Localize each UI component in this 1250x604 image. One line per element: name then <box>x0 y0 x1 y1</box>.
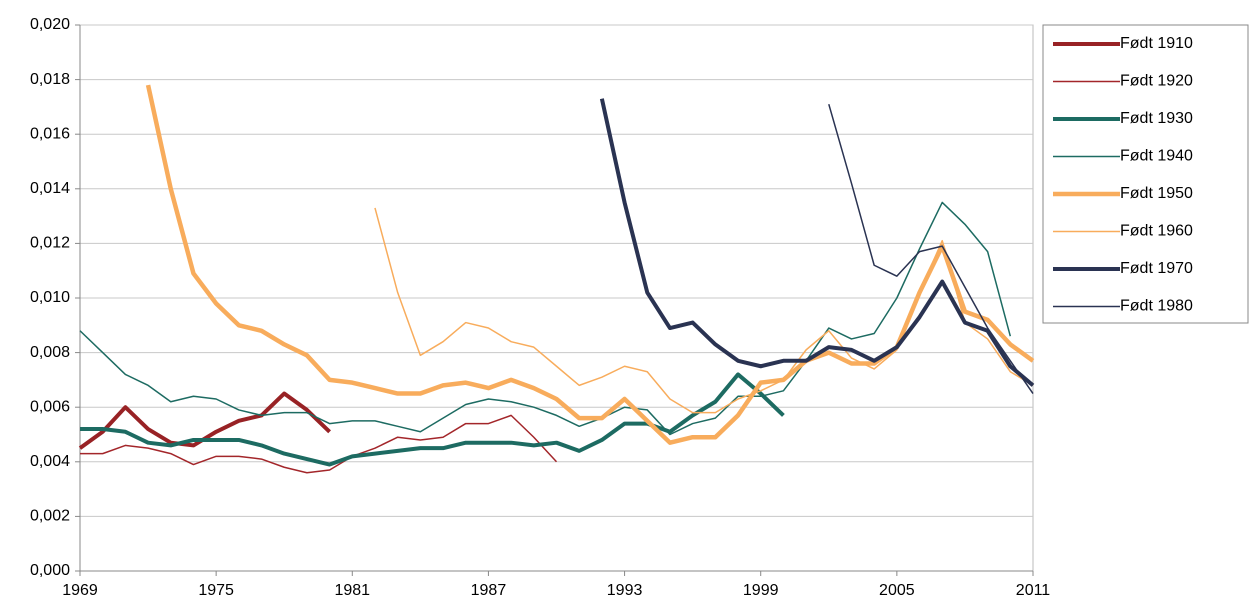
legend-label: Født 1970 <box>1120 260 1193 277</box>
y-tick-label: 0,004 <box>30 453 70 470</box>
x-tick-label: 1987 <box>471 582 507 599</box>
y-tick-label: 0,002 <box>30 508 70 525</box>
x-tick-label: 1975 <box>198 582 234 599</box>
y-tick-label: 0,010 <box>30 289 70 306</box>
series-line <box>599 98 1035 387</box>
series-line <box>79 201 1012 436</box>
legend-label: Født 1950 <box>1120 185 1193 202</box>
legend-box <box>1042 24 1249 324</box>
legend-label: Født 1960 <box>1120 223 1193 240</box>
x-tick-label: 2005 <box>879 582 915 599</box>
y-tick-label: 0,014 <box>30 180 70 197</box>
series-line <box>145 84 1035 445</box>
legend-label: Født 1980 <box>1120 298 1193 315</box>
y-tick-label: 0,020 <box>30 16 70 33</box>
y-tick-label: 0,000 <box>30 562 70 579</box>
legend-label: Født 1940 <box>1120 148 1193 165</box>
x-tick-label: 2011 <box>1016 582 1051 599</box>
x-tick-label: 1969 <box>62 582 98 599</box>
y-tick-label: 0,012 <box>30 235 70 252</box>
x-tick-label: 1993 <box>607 582 643 599</box>
y-tick-label: 0,018 <box>30 71 70 88</box>
legend-label: Født 1920 <box>1120 73 1193 90</box>
legend-label: Født 1930 <box>1120 110 1193 127</box>
series-line <box>828 103 1034 394</box>
y-tick-label: 0,016 <box>30 125 70 142</box>
y-tick-label: 0,008 <box>30 344 70 361</box>
x-tick-label: 1999 <box>743 582 779 599</box>
series-line <box>80 414 558 474</box>
series-line <box>374 207 1034 414</box>
y-tick-label: 0,006 <box>30 398 70 415</box>
legend-label: Født 1910 <box>1120 35 1193 52</box>
x-tick-label: 1981 <box>334 582 370 599</box>
